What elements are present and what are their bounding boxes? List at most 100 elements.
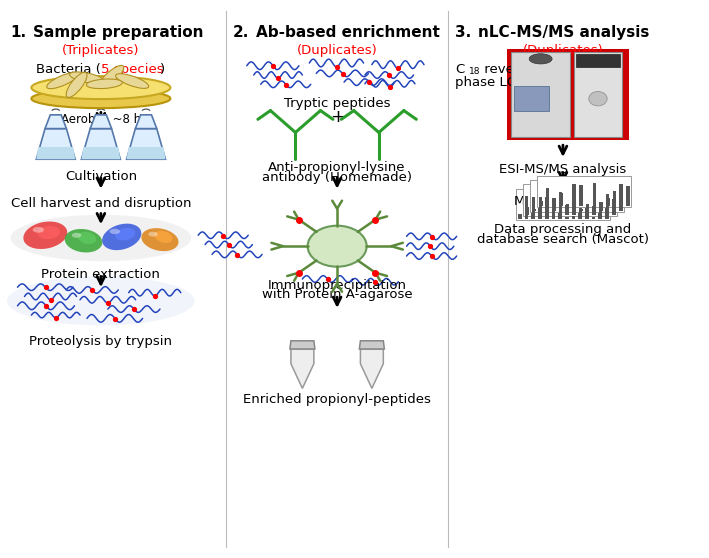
Text: Tryptic peptides: Tryptic peptides: [284, 98, 391, 110]
Text: ): ): [160, 63, 165, 76]
Text: MS/MS spectra: MS/MS spectra: [514, 195, 612, 208]
Text: +: +: [330, 108, 345, 126]
Bar: [619, 184, 623, 206]
Text: 2.: 2.: [233, 25, 250, 40]
Polygon shape: [127, 147, 165, 159]
Bar: [538, 208, 542, 219]
Bar: [552, 209, 555, 219]
Text: 18: 18: [469, 68, 481, 76]
Ellipse shape: [86, 79, 123, 89]
Bar: [586, 195, 589, 215]
Text: Data processing and: Data processing and: [494, 223, 632, 235]
Ellipse shape: [116, 74, 149, 88]
Text: nLC-MS/MS analysis: nLC-MS/MS analysis: [478, 25, 649, 40]
Bar: [559, 193, 563, 206]
Bar: [552, 198, 556, 211]
Text: database search (Mascot): database search (Mascot): [477, 233, 649, 246]
Text: Anti-propionyl-lysine: Anti-propionyl-lysine: [269, 161, 406, 175]
Text: Enriched propionyl-peptides: Enriched propionyl-peptides: [243, 393, 431, 406]
Bar: [579, 196, 582, 215]
Bar: [599, 201, 603, 206]
Bar: [606, 198, 610, 206]
Ellipse shape: [529, 54, 552, 64]
Bar: [514, 86, 549, 112]
Ellipse shape: [72, 233, 82, 238]
Text: (Duplicates): (Duplicates): [297, 44, 377, 57]
Text: antibody (Homemade): antibody (Homemade): [262, 171, 412, 184]
Circle shape: [588, 92, 607, 106]
Ellipse shape: [141, 228, 179, 251]
Bar: [579, 185, 583, 206]
Ellipse shape: [155, 231, 172, 243]
Bar: [619, 191, 623, 211]
Bar: [572, 184, 576, 206]
Text: (Duplicates): (Duplicates): [523, 44, 603, 57]
Ellipse shape: [66, 73, 87, 98]
Bar: [592, 206, 596, 211]
Bar: [574, 52, 622, 137]
Polygon shape: [45, 115, 67, 129]
Bar: [545, 208, 549, 219]
Ellipse shape: [69, 72, 104, 84]
Ellipse shape: [78, 232, 96, 244]
Text: Protein extraction: Protein extraction: [41, 268, 160, 281]
Bar: [605, 213, 609, 219]
Bar: [523, 184, 617, 216]
Bar: [612, 191, 616, 215]
Bar: [586, 206, 589, 211]
Ellipse shape: [38, 226, 60, 239]
Bar: [572, 193, 576, 215]
Ellipse shape: [47, 73, 79, 89]
Ellipse shape: [308, 225, 367, 267]
Polygon shape: [36, 147, 75, 159]
Bar: [566, 204, 569, 206]
Bar: [532, 209, 535, 211]
Bar: [539, 201, 542, 206]
Text: 3.: 3.: [455, 25, 471, 40]
Text: with Protein A-agarose: with Protein A-agarose: [262, 288, 413, 301]
Text: 1.: 1.: [11, 25, 27, 40]
Bar: [571, 216, 575, 219]
Ellipse shape: [65, 229, 102, 252]
Ellipse shape: [11, 215, 191, 261]
Bar: [576, 54, 620, 68]
Polygon shape: [90, 115, 111, 129]
Polygon shape: [82, 147, 121, 159]
Bar: [510, 52, 571, 137]
Bar: [579, 201, 582, 219]
Ellipse shape: [33, 227, 44, 233]
Bar: [538, 198, 542, 215]
Bar: [559, 192, 562, 211]
Ellipse shape: [102, 224, 141, 250]
Bar: [565, 217, 569, 219]
Bar: [566, 205, 569, 211]
Bar: [546, 188, 549, 206]
Bar: [605, 204, 609, 215]
Ellipse shape: [7, 276, 195, 325]
Text: 5 species: 5 species: [101, 63, 164, 76]
Bar: [579, 209, 583, 211]
Text: Cell harvest and disruption: Cell harvest and disruption: [11, 197, 191, 210]
Ellipse shape: [115, 228, 135, 240]
Text: (Triplicates): (Triplicates): [62, 44, 140, 57]
Text: ESI-MS/MS analysis: ESI-MS/MS analysis: [499, 163, 627, 176]
Bar: [537, 176, 631, 208]
Polygon shape: [359, 341, 384, 349]
Bar: [532, 197, 535, 215]
Bar: [598, 211, 602, 219]
Text: Ab-based enrichment: Ab-based enrichment: [256, 25, 440, 40]
Text: reverse: reverse: [479, 63, 534, 76]
Bar: [518, 214, 522, 219]
Bar: [613, 199, 616, 211]
Bar: [592, 217, 596, 219]
Polygon shape: [291, 349, 314, 388]
Polygon shape: [127, 129, 165, 159]
Text: Cultivation: Cultivation: [65, 170, 137, 182]
Ellipse shape: [31, 89, 170, 108]
Bar: [508, 49, 629, 140]
Text: Bacteria (: Bacteria (: [36, 63, 101, 76]
Bar: [530, 180, 624, 211]
Text: Immunoprecipitation: Immunoprecipitation: [267, 279, 407, 292]
Bar: [572, 192, 576, 211]
Bar: [525, 207, 529, 215]
